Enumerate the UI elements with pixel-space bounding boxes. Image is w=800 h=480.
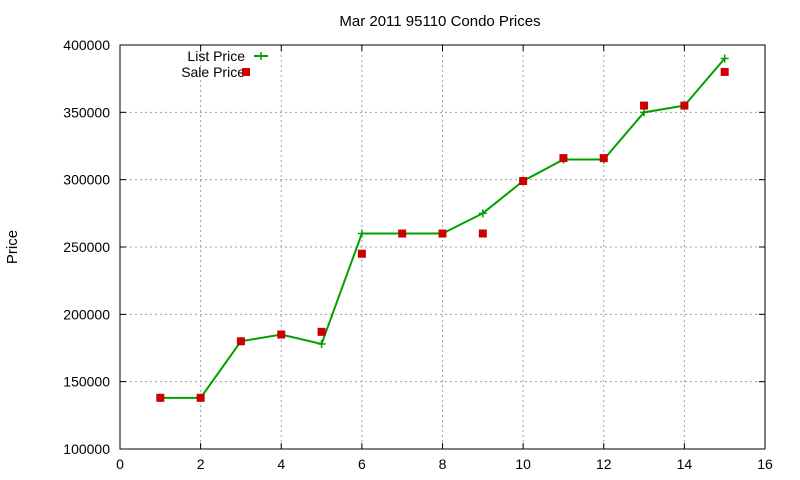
sale-price-point bbox=[317, 327, 326, 336]
y-tick-label: 300000 bbox=[63, 172, 110, 188]
sale-price-point bbox=[438, 229, 447, 238]
x-tick-label: 12 bbox=[596, 456, 612, 472]
list-price-point bbox=[357, 229, 366, 238]
sale-price-point bbox=[680, 101, 689, 110]
x-tick-label: 10 bbox=[515, 456, 531, 472]
y-tick-label: 400000 bbox=[63, 37, 110, 53]
x-tick-label: 6 bbox=[358, 456, 366, 472]
y-tick-label: 200000 bbox=[63, 306, 110, 322]
sale-price-point bbox=[196, 393, 205, 402]
grid bbox=[120, 45, 765, 449]
y-axis-label: Price bbox=[4, 230, 21, 264]
y-tick-label: 100000 bbox=[63, 441, 110, 457]
x-tick-label: 2 bbox=[197, 456, 205, 472]
series-sale-price bbox=[156, 67, 729, 402]
sale-price-point bbox=[398, 229, 407, 238]
list-price-point bbox=[317, 339, 326, 348]
legend-marker bbox=[242, 68, 250, 76]
sale-price-point bbox=[559, 154, 568, 163]
chart-title: Mar 2011 95110 Condo Prices bbox=[339, 13, 540, 30]
sale-price-point bbox=[357, 249, 366, 258]
x-tick-label: 14 bbox=[677, 456, 693, 472]
legend-marker bbox=[257, 52, 265, 60]
sale-price-point bbox=[277, 330, 286, 339]
sale-price-point bbox=[640, 101, 649, 110]
sale-price-point bbox=[519, 177, 528, 186]
x-tick-label: 0 bbox=[116, 456, 124, 472]
list-price-point bbox=[640, 108, 649, 117]
series-layer bbox=[156, 54, 729, 402]
legend-label: Sale Price bbox=[181, 64, 245, 80]
x-tick-label: 16 bbox=[757, 456, 773, 472]
x-tick-label: 8 bbox=[439, 456, 447, 472]
sale-price-point bbox=[156, 393, 165, 402]
list-price-point bbox=[720, 54, 729, 63]
plot-frame bbox=[119, 44, 766, 450]
list-price-point bbox=[478, 209, 487, 218]
y-tick-label: 350000 bbox=[63, 104, 110, 120]
sale-price-point bbox=[599, 154, 608, 163]
y-tick-label: 150000 bbox=[63, 374, 110, 390]
sale-price-point bbox=[236, 337, 245, 346]
sale-price-point bbox=[478, 229, 487, 238]
legend-label: List Price bbox=[187, 48, 245, 64]
x-tick-label: 4 bbox=[277, 456, 285, 472]
axis-ticks: 0 2 4 6 8 10 12 14 16 100000 150000 200000 250000 300… bbox=[63, 37, 773, 472]
y-tick-label: 250000 bbox=[63, 239, 110, 255]
sale-price-point bbox=[720, 67, 729, 76]
